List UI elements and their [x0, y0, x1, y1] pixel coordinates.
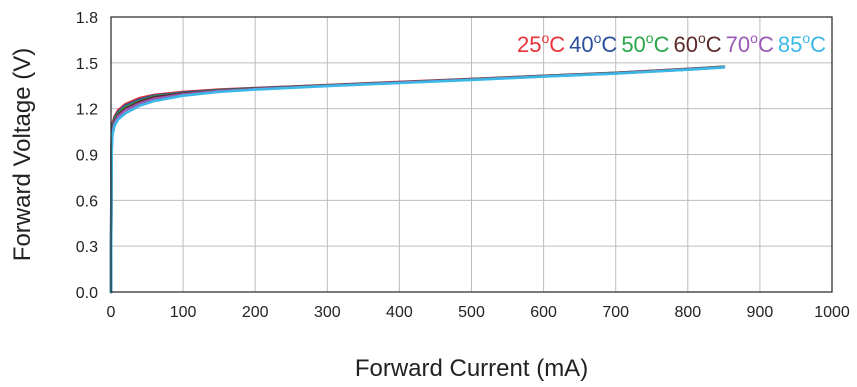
legend-entry-60c: 60: [673, 32, 697, 57]
legend-degree-sign: o: [646, 30, 654, 46]
legend-degree-sign: o: [594, 30, 602, 46]
x-tick-label: 100: [170, 304, 197, 321]
legend-degree-sign: o: [541, 30, 549, 46]
x-tick-label: 500: [458, 304, 485, 321]
y-tick-label: 0.0: [76, 285, 98, 302]
legend-entry-25c: 25: [517, 32, 541, 57]
legend-unit-label: C: [601, 32, 617, 57]
x-tick-label: 900: [747, 304, 774, 321]
legend-degree-sign: o: [698, 30, 706, 46]
y-tick-label: 0.6: [76, 193, 98, 210]
legend-degree-sign: o: [750, 30, 758, 46]
y-tick-label: 0.3: [76, 239, 98, 256]
y-tick-label: 1.5: [76, 56, 98, 73]
y-tick-label: 0.9: [76, 148, 98, 165]
legend-unit-label: C: [758, 32, 774, 57]
x-tick-label: 600: [530, 304, 557, 321]
plot-frame: [110, 16, 833, 293]
legend-unit-label: C: [810, 32, 826, 57]
series-line-85c: [109, 66, 726, 294]
legend-entry-85c: 85: [778, 32, 802, 57]
x-tick-labels: 0 100 200 300 400 500 600 700 800 900 1000: [107, 304, 850, 321]
legend-unit-label: C: [549, 32, 565, 57]
series-line-60c: [109, 65, 726, 294]
legend-entry-70c: 70: [726, 32, 750, 57]
series-line-50c: [109, 65, 726, 294]
x-tick-label: 0: [107, 304, 116, 321]
x-tick-label: 200: [242, 304, 269, 321]
x-tick-label: 300: [314, 304, 341, 321]
y-tick-labels: 0.0 0.3 0.6 0.9 1.2 1.5 1.8: [76, 10, 98, 302]
series-line-25c: [109, 65, 726, 294]
x-tick-label: 800: [674, 304, 701, 321]
series-line-70c: [109, 65, 726, 294]
legend-unit-label: C: [706, 32, 722, 57]
legend: 25oC 40oC 50oC 60oC 70oC 85oC: [517, 30, 826, 57]
legend-unit-label: C: [654, 32, 670, 57]
legend-degree-sign: o: [802, 30, 810, 46]
x-axis-title: Forward Current (mA): [355, 355, 588, 382]
x-tick-label: 400: [386, 304, 413, 321]
legend-entry-40c: 40: [569, 32, 593, 57]
legend-entry-50c: 50: [621, 32, 645, 57]
x-tick-label: 1000: [814, 304, 850, 321]
grid-lines: [110, 16, 833, 293]
y-axis-title: Forward Voltage (V): [9, 48, 36, 261]
y-tick-label: 1.8: [76, 10, 98, 27]
x-tick-label: 700: [602, 304, 629, 321]
series-lines: [109, 65, 726, 294]
y-tick-label: 1.2: [76, 102, 98, 119]
series-line-40c: [109, 65, 726, 294]
